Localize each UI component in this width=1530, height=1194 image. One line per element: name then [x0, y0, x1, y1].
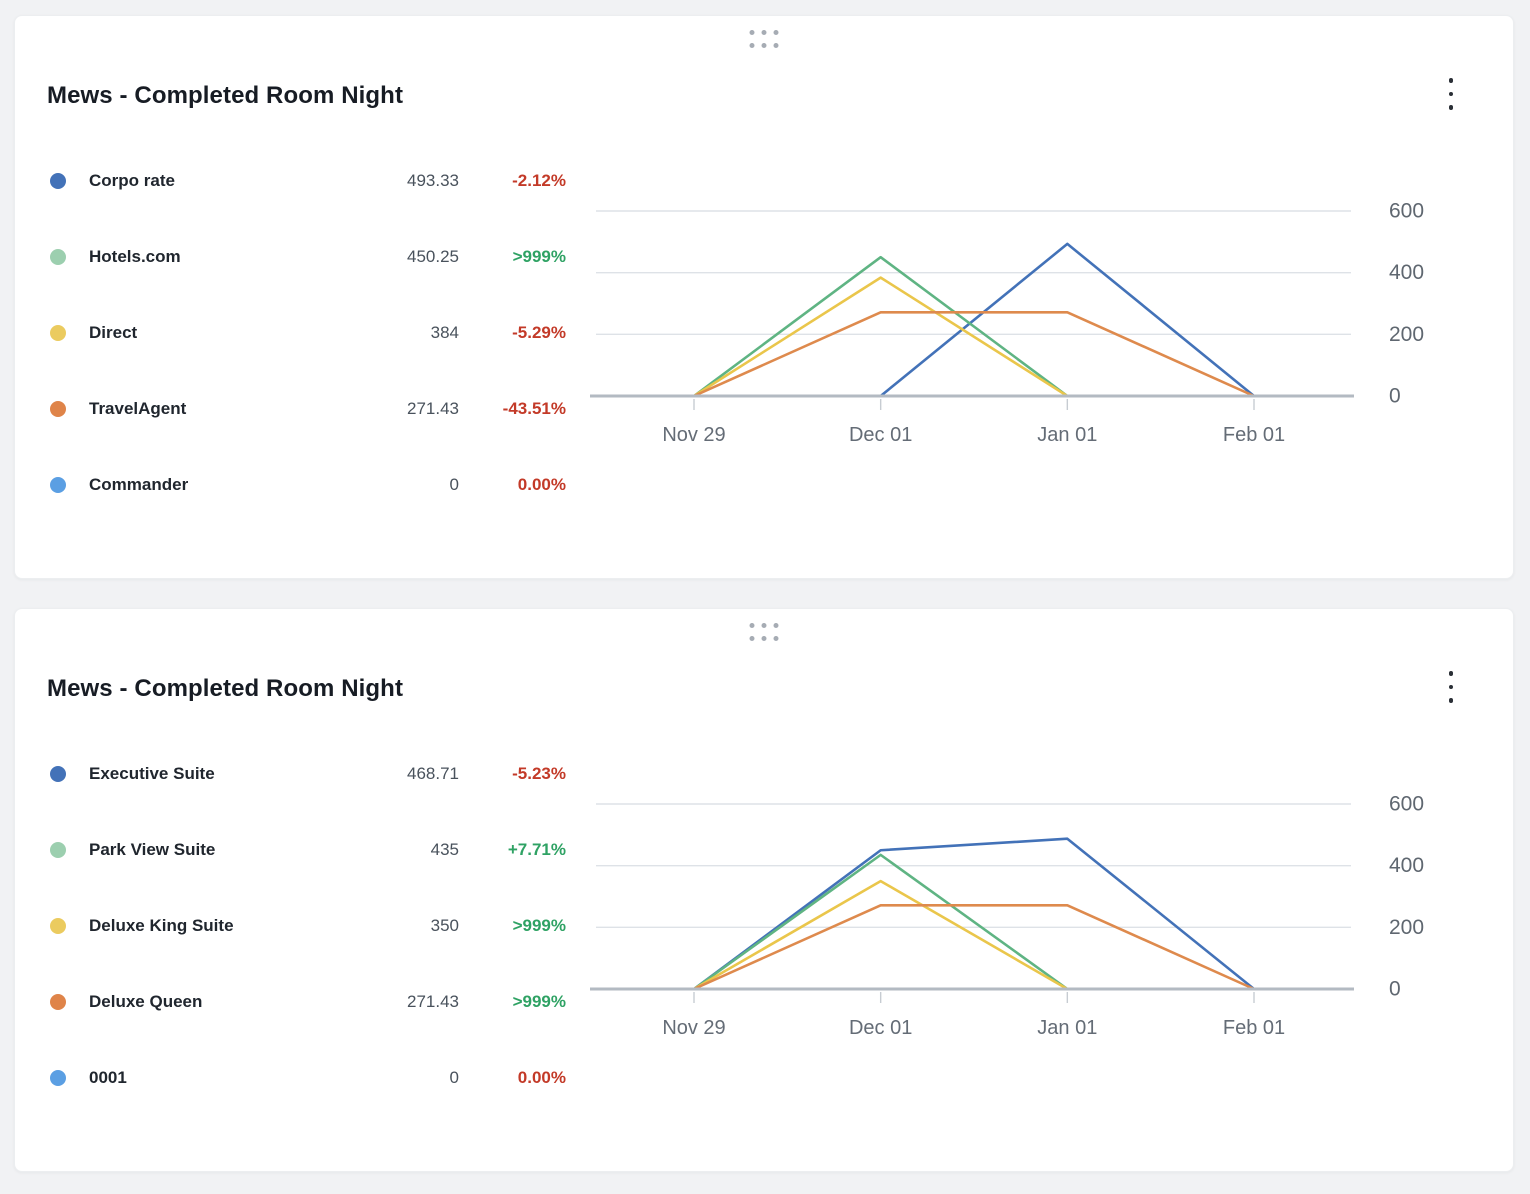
svg-text:0: 0: [1389, 385, 1401, 408]
series-color-dot: [50, 173, 66, 189]
series-color-dot: [50, 249, 66, 265]
legend-item[interactable]: Park View Suite 435 +7.71%: [50, 812, 566, 888]
svg-text:400: 400: [1389, 261, 1424, 284]
svg-text:200: 200: [1389, 916, 1424, 939]
series-color-dot: [50, 918, 66, 934]
series-change: -5.23%: [512, 764, 566, 783]
legend-item[interactable]: Direct 384 -5.29%: [50, 295, 566, 371]
svg-text:Jan 01: Jan 01: [1037, 424, 1097, 446]
series-value: 0: [449, 1068, 459, 1087]
series-color-dot: [50, 766, 66, 782]
series-change: >999%: [512, 247, 566, 266]
series-value: 468.71: [407, 764, 459, 783]
legend: Corpo rate 493.33 -2.12% Hotels.com 450.…: [50, 143, 566, 523]
series-change: 0.00%: [517, 475, 566, 494]
series-value: 450.25: [407, 247, 459, 266]
series-value: 384: [430, 323, 459, 342]
drag-handle-icon[interactable]: [746, 619, 783, 645]
series-label: TravelAgent: [89, 399, 187, 418]
series-color-dot: [50, 325, 66, 341]
line-chart[interactable]: Nov 29 Dec 01 Jan 01 Feb 01 600 400 200 0: [582, 196, 1432, 458]
kebab-menu-icon: [1448, 671, 1453, 703]
series-change: -5.29%: [512, 323, 566, 342]
svg-text:Feb 01: Feb 01: [1223, 424, 1285, 446]
series-value: 271.43: [407, 399, 459, 418]
series-label: Deluxe Queen: [89, 992, 203, 1011]
legend-item[interactable]: Commander 0 0.00%: [50, 447, 566, 523]
legend-item[interactable]: Deluxe King Suite 350 >999%: [50, 888, 566, 964]
svg-text:400: 400: [1389, 854, 1424, 877]
card-title: Mews - Completed Room Night: [47, 82, 404, 109]
series-color-dot: [50, 401, 66, 417]
series-color-dot: [50, 477, 66, 493]
series-label: Hotels.com: [89, 247, 181, 266]
card-menu-button[interactable]: [1439, 72, 1464, 116]
series-value: 493.33: [407, 171, 459, 190]
svg-text:Dec 01: Dec 01: [849, 424, 912, 446]
series-color-dot: [50, 842, 66, 858]
series-label: Commander: [89, 475, 189, 494]
svg-text:600: 600: [1389, 200, 1424, 223]
series-change: -43.51%: [502, 399, 566, 418]
series-value: 271.43: [407, 992, 459, 1011]
series-label: Park View Suite: [89, 840, 216, 859]
series-color-dot: [50, 1070, 66, 1086]
series-value: 0: [449, 475, 459, 494]
svg-text:200: 200: [1389, 323, 1424, 346]
legend-item[interactable]: 0001 0 0.00%: [50, 1040, 566, 1116]
legend-item[interactable]: TravelAgent 271.43 -43.51%: [50, 371, 566, 447]
legend-item[interactable]: Hotels.com 450.25 >999%: [50, 219, 566, 295]
line-chart[interactable]: Nov 29 Dec 01 Jan 01 Feb 01 600 400 200 0: [582, 789, 1432, 1051]
series-value: 435: [430, 840, 459, 859]
drag-handle-icon[interactable]: [746, 26, 783, 52]
svg-text:Dec 01: Dec 01: [849, 1017, 912, 1039]
series-change: >999%: [512, 992, 566, 1011]
svg-text:600: 600: [1389, 793, 1424, 816]
svg-text:Feb 01: Feb 01: [1223, 1017, 1285, 1039]
series-change: -2.12%: [512, 171, 566, 190]
svg-text:0: 0: [1389, 978, 1401, 1001]
svg-text:Nov 29: Nov 29: [662, 424, 725, 446]
svg-text:Jan 01: Jan 01: [1037, 1017, 1097, 1039]
series-label: Corpo rate: [89, 171, 175, 190]
series-change: 0.00%: [517, 1068, 566, 1087]
series-color-dot: [50, 994, 66, 1010]
widget-card-room-types: Mews - Completed Room Night Executive Su…: [14, 608, 1514, 1172]
legend-item[interactable]: Corpo rate 493.33 -2.12%: [50, 143, 566, 219]
card-menu-button[interactable]: [1439, 665, 1464, 709]
series-label: Direct: [89, 323, 138, 342]
legend-item[interactable]: Deluxe Queen 271.43 >999%: [50, 964, 566, 1040]
card-title: Mews - Completed Room Night: [47, 675, 404, 702]
series-change: >999%: [512, 916, 566, 935]
widget-card-channels: Mews - Completed Room Night Corpo rate 4…: [14, 15, 1514, 579]
legend: Executive Suite 468.71 -5.23% Park View …: [50, 736, 566, 1116]
series-change: +7.71%: [507, 840, 566, 859]
series-value: 350: [430, 916, 459, 935]
series-label: 0001: [89, 1068, 127, 1087]
svg-text:Nov 29: Nov 29: [662, 1017, 725, 1039]
series-label: Executive Suite: [89, 764, 215, 783]
kebab-menu-icon: [1448, 78, 1453, 110]
legend-item[interactable]: Executive Suite 468.71 -5.23%: [50, 736, 566, 812]
series-label: Deluxe King Suite: [89, 916, 234, 935]
